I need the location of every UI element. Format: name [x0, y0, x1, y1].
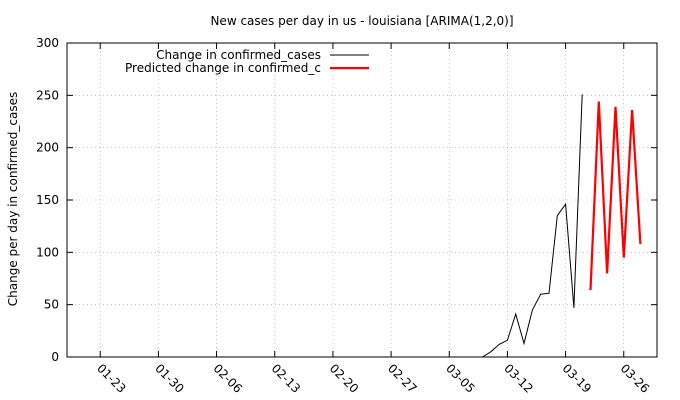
x-tick-label: 01-23 — [94, 361, 129, 396]
x-tick-label: 03-26 — [618, 361, 653, 396]
x-tick-label: 03-05 — [443, 361, 478, 396]
y-tick-label: 100 — [36, 245, 59, 259]
chart-title: New cases per day in us - louisiana [ARI… — [210, 14, 513, 28]
axes: 0 50 100 150 200 250 300 01-23 01-30 02-06 02-13 02… — [36, 36, 658, 396]
x-tick-label: 02-13 — [269, 361, 304, 396]
y-tick-label: 250 — [36, 88, 59, 102]
series-line-predicted — [589, 101, 642, 291]
plot-frame — [66, 42, 658, 358]
legend-label-actual: Change in confirmed_cases — [156, 48, 321, 62]
y-tick-label: 200 — [36, 141, 59, 155]
y-tick-label: 50 — [44, 298, 59, 312]
y-tick-label: 300 — [36, 36, 59, 50]
y-tick-label: 0 — [51, 350, 59, 364]
legend-label-predicted: Predicted change in confirmed_c — [125, 61, 321, 75]
series — [482, 94, 642, 358]
x-tick-label: 03-12 — [501, 361, 536, 396]
y-tick-label: 150 — [36, 193, 59, 207]
series-line-actual — [482, 94, 583, 358]
grid — [67, 43, 657, 357]
x-tick-label: 02-27 — [385, 361, 420, 396]
y-axis-label: Change per day in confirmed_cases — [6, 92, 20, 307]
x-tick-label: 01-30 — [152, 361, 187, 396]
x-tick-label: 03-19 — [559, 361, 594, 396]
x-tick-label: 02-06 — [210, 361, 245, 396]
x-tick-label: 02-20 — [327, 361, 362, 396]
